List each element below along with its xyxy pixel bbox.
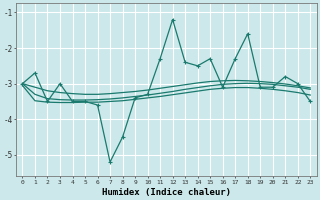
X-axis label: Humidex (Indice chaleur): Humidex (Indice chaleur) (102, 188, 231, 197)
